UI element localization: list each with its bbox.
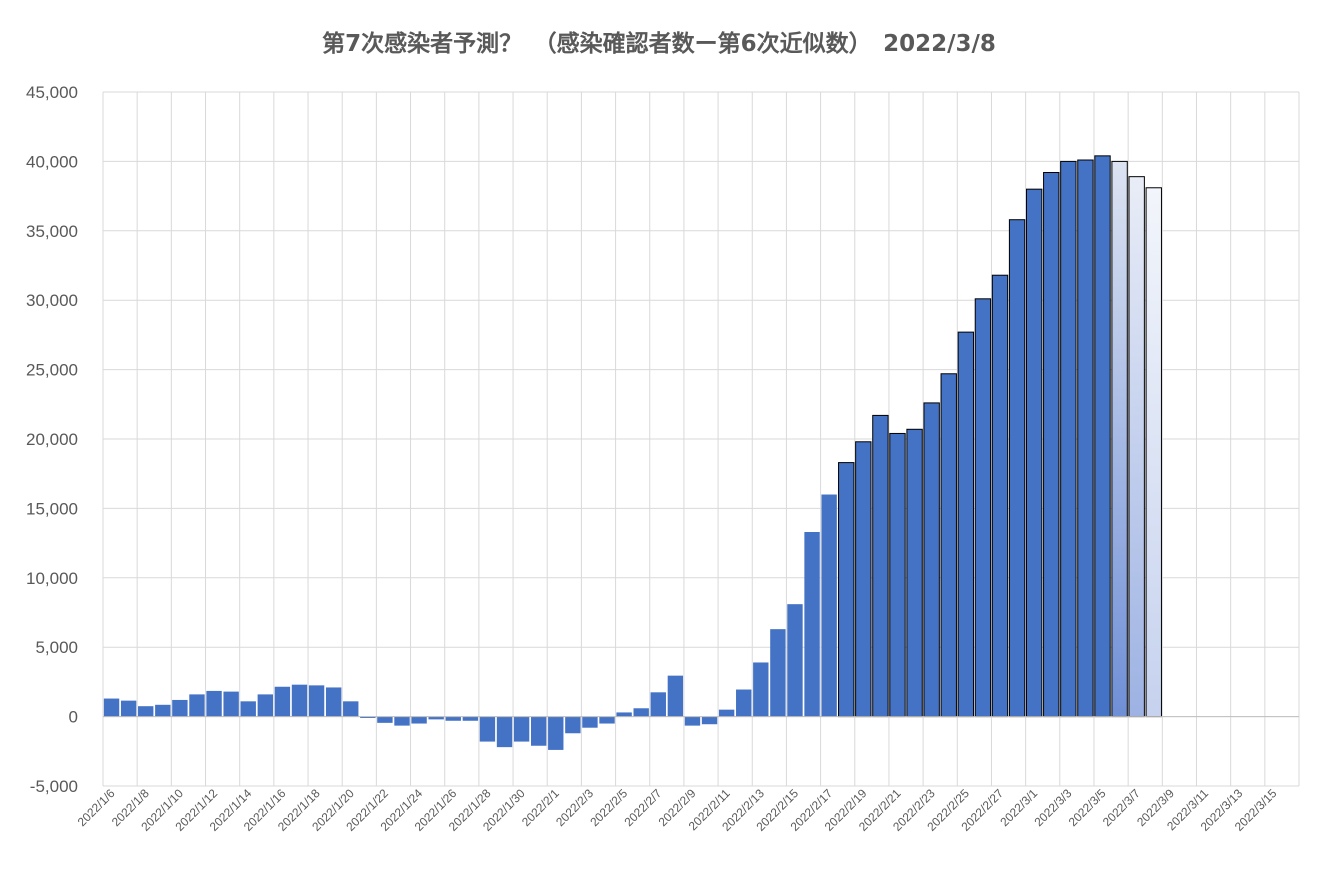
y-tick-label: 5,000 xyxy=(35,638,78,657)
bar xyxy=(838,462,855,718)
y-tick-label: 45,000 xyxy=(26,83,78,102)
bar xyxy=(343,701,359,717)
bar xyxy=(120,700,137,717)
bar xyxy=(599,716,615,724)
bar xyxy=(223,691,239,717)
bar xyxy=(753,662,769,717)
bar xyxy=(513,716,530,742)
bar xyxy=(428,716,444,720)
bar xyxy=(582,716,598,728)
bar xyxy=(906,428,923,718)
bar xyxy=(377,716,393,723)
bar xyxy=(1043,172,1060,718)
bar xyxy=(940,373,957,718)
bar xyxy=(155,704,171,717)
bar xyxy=(701,716,718,725)
y-tick-label: 0 xyxy=(69,708,78,727)
bar xyxy=(684,716,701,726)
y-tick-label: 10,000 xyxy=(26,569,78,588)
y-tick-label: 30,000 xyxy=(26,291,78,310)
chart-title: 第7次感染者予測？ （感染確認者数ー第6次近似数） 2022/3/8 xyxy=(322,31,996,57)
bar xyxy=(736,689,752,717)
bar xyxy=(138,706,154,717)
bar xyxy=(308,685,325,717)
bar xyxy=(462,716,479,721)
bar xyxy=(616,712,632,717)
bar xyxy=(821,494,837,717)
bar xyxy=(257,694,274,717)
y-tick-label: 40,000 xyxy=(26,152,78,171)
bar xyxy=(991,274,1009,718)
bar xyxy=(360,716,376,718)
bar xyxy=(103,698,120,717)
bar xyxy=(496,716,513,748)
bar xyxy=(787,604,803,717)
bar xyxy=(1060,160,1077,718)
bar xyxy=(1128,176,1145,718)
y-tick-label: -5,000 xyxy=(30,777,78,796)
bar xyxy=(804,531,820,717)
bar xyxy=(974,298,992,718)
x-axis: 2022/1/62022/1/82022/1/102022/1/122022/1… xyxy=(75,786,1280,834)
bar xyxy=(855,441,872,718)
y-tick-label: 20,000 xyxy=(26,430,78,449)
bar xyxy=(872,414,889,718)
bars xyxy=(103,155,1299,750)
bar xyxy=(1008,219,1026,718)
bar xyxy=(445,716,461,721)
bar xyxy=(1111,160,1128,718)
bar xyxy=(889,432,906,718)
bar xyxy=(240,701,256,717)
bar xyxy=(1094,155,1111,718)
y-axis: -5,000 0 5,000 10,000 15,000 20,000 25,000 30,0… xyxy=(26,83,78,796)
bar xyxy=(206,690,222,717)
bar xyxy=(650,692,666,717)
y-tick-label: 25,000 xyxy=(26,361,78,380)
bar xyxy=(770,629,786,717)
bar xyxy=(1145,187,1162,718)
bar xyxy=(957,331,975,718)
bar xyxy=(1025,188,1043,718)
y-tick-label: 15,000 xyxy=(26,499,78,518)
bar xyxy=(1077,159,1094,718)
bar xyxy=(633,708,649,717)
bar xyxy=(189,694,205,717)
bar xyxy=(411,716,427,724)
bar xyxy=(565,716,581,734)
bar xyxy=(479,716,496,742)
bar xyxy=(274,686,291,717)
bar xyxy=(325,687,342,717)
bar xyxy=(548,716,564,750)
y-tick-label: 35,000 xyxy=(26,222,78,241)
bar xyxy=(530,716,547,746)
bar xyxy=(291,684,308,717)
bar xyxy=(718,709,735,717)
bar xyxy=(394,716,410,726)
bar xyxy=(667,675,684,717)
bar xyxy=(172,699,188,717)
bar xyxy=(923,402,940,718)
